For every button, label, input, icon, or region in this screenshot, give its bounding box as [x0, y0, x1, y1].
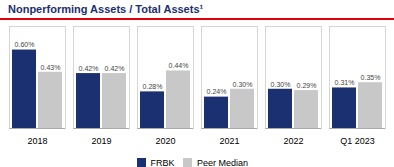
html-text:FRBK: FRBK	[150, 157, 175, 167]
svg-text:0.31%: 0.31%	[335, 79, 355, 86]
svg-text:2018: 2018	[27, 136, 47, 146]
svg-text:0.35%: 0.35%	[361, 74, 381, 81]
svg-text:0.30%: 0.30%	[271, 81, 291, 88]
html-text:Peer Median: Peer Median	[197, 157, 248, 167]
svg-text:2020: 2020	[155, 136, 175, 146]
html-text:Nonperforming Assets / Total A: Nonperforming Assets / Total Assets¹	[8, 3, 204, 15]
svg-text:0.60%: 0.60%	[15, 41, 35, 48]
svg-text:0.43%: 0.43%	[41, 64, 61, 71]
svg-text:0.29%: 0.29%	[297, 82, 317, 89]
svg-text:Q1 2023: Q1 2023	[340, 136, 375, 146]
svg-text:2022: 2022	[283, 136, 303, 146]
svg-text:2021: 2021	[219, 136, 239, 146]
svg-text:0.30%: 0.30%	[233, 81, 253, 88]
svg-text:0.24%: 0.24%	[207, 88, 227, 95]
svg-text:0.44%: 0.44%	[169, 62, 189, 69]
svg-text:0.42%: 0.42%	[79, 65, 99, 72]
svg-text:2019: 2019	[91, 136, 111, 146]
svg-text:0.42%: 0.42%	[105, 65, 125, 72]
svg-text:0.28%: 0.28%	[143, 83, 163, 90]
